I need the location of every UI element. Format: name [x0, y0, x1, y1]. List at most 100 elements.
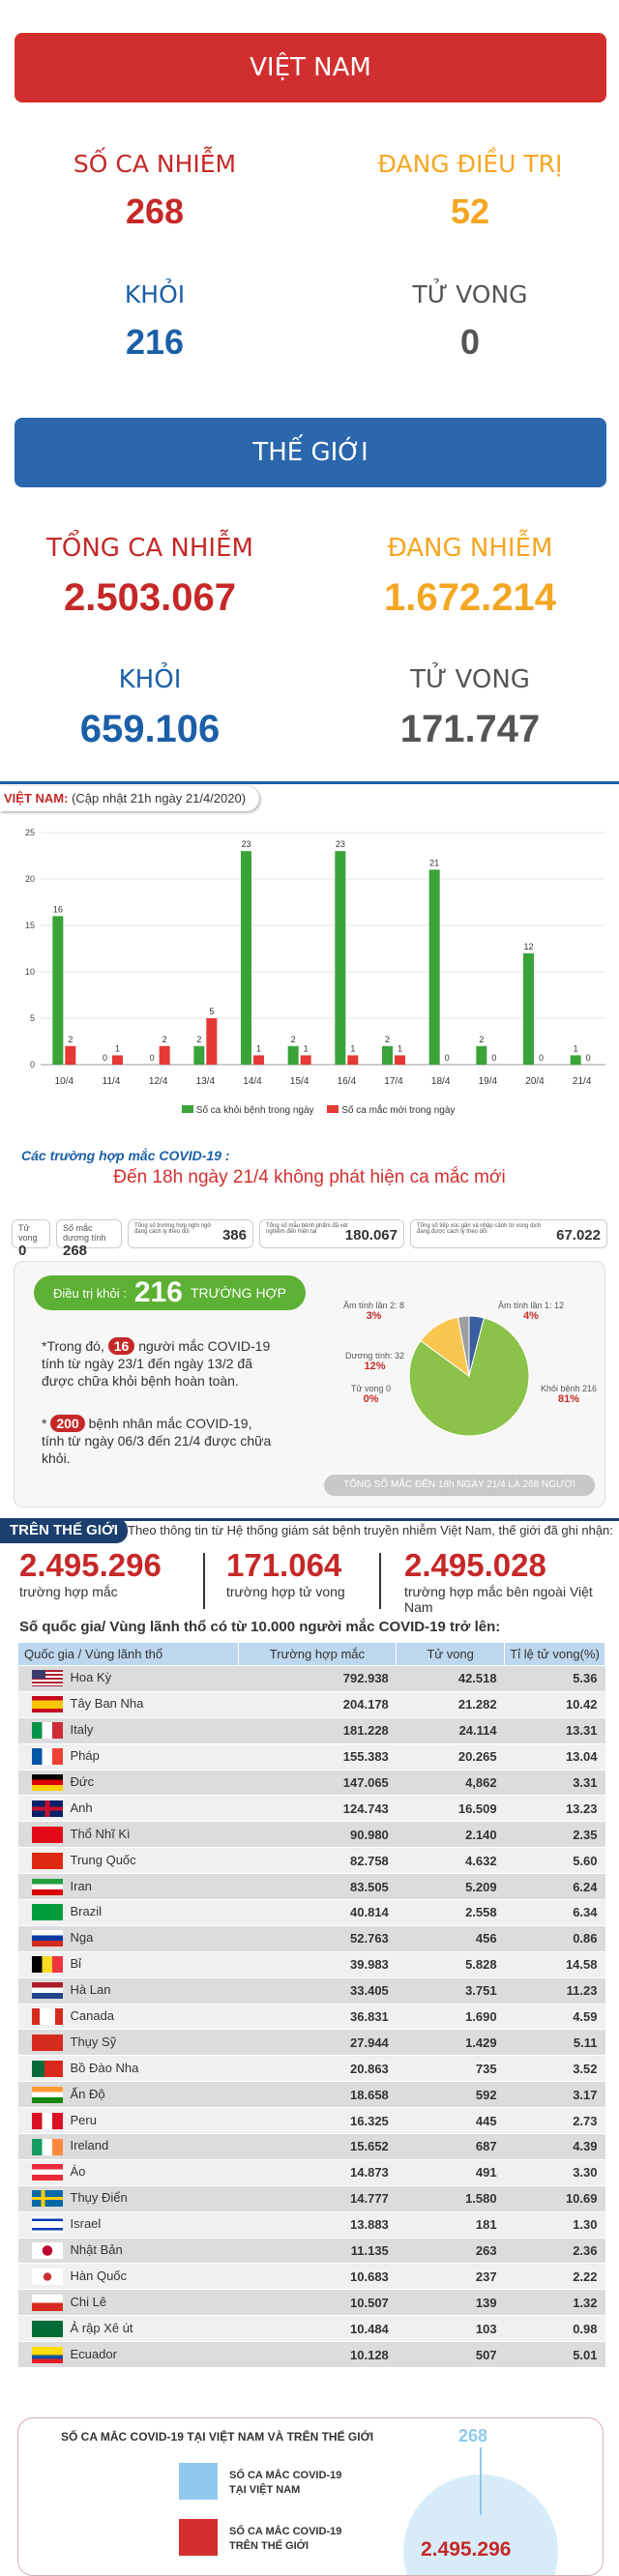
- deaths-cell: 263: [396, 2238, 505, 2265]
- world-stat-deaths-caption: trường hợp tử vong: [226, 1584, 345, 1599]
- deaths-cell: 1.690: [396, 2004, 505, 2031]
- note-1-text: người mắc COVID-19 tính từ ngày 23/1 đến…: [42, 1338, 271, 1389]
- be-flag-icon: [31, 1956, 63, 1974]
- br-flag-icon: [31, 1904, 63, 1921]
- countries-table: Quốc gia / Vùng lãnh thổ Trường hợp mắc …: [17, 1642, 605, 2369]
- deaths-cell: 103: [396, 2315, 505, 2343]
- vn-legend-line1: SỐ CA MẮC COVID-19: [229, 2470, 342, 2481]
- table-row: Nhật Bản 11.135 263 2.36: [17, 2238, 605, 2265]
- bar-value-label: 1: [398, 1043, 402, 1053]
- cases-cell: 10.683: [238, 2263, 397, 2291]
- note-1-pre: *Trong đó,: [42, 1338, 104, 1354]
- de-flag-icon: [31, 1774, 63, 1792]
- pie-label-recov: Khỏi bệnh 216 81%: [541, 1384, 597, 1405]
- country-cell: Peru: [17, 2107, 239, 2135]
- bar-value-label: 2: [196, 1035, 201, 1044]
- pie-label-neg1-pct: 4%: [523, 1310, 539, 1322]
- rate-cell: 2.22: [504, 2263, 605, 2291]
- table-row: Anh 124.743 16.509 13.23: [17, 1795, 605, 1823]
- rate-cell: 2.35: [504, 1821, 605, 1849]
- country-cell: Hàn Quốc: [17, 2263, 239, 2291]
- ru-flag-icon: [31, 1930, 63, 1947]
- cases-cell: 36.831: [238, 2004, 397, 2031]
- world-active-value: 1.672.214: [384, 576, 556, 619]
- country-name: Đức: [70, 1773, 95, 1789]
- deaths-cell: 20.265: [396, 1743, 505, 1771]
- jp-flag-icon: [31, 2242, 63, 2260]
- world-legend-label: SỐ CA MẮC COVID-19 TRÊN THẾ GIỚI: [229, 2525, 341, 2554]
- table-row: Brazil 40.814 2.558 6.34: [17, 1899, 605, 1926]
- box-suspected: Tổng số trường hợp nghi ngờ đang cách ly…: [128, 1219, 253, 1248]
- country-cell: Pháp: [17, 1743, 239, 1771]
- deaths-cell: 507: [396, 2341, 505, 2369]
- fr-flag-icon: [31, 1748, 63, 1766]
- bar-value-label: 16: [53, 904, 63, 914]
- vn-recov-stat: KHỎI 216: [10, 280, 300, 363]
- country-name: Ả rập Xê út: [70, 2320, 133, 2335]
- country-name: Trung Quốc: [70, 1852, 136, 1867]
- bar: [241, 851, 251, 1065]
- vn-chart-header: VIỆT NAM: (Cập nhật 21h ngày 21/4/2020): [0, 786, 260, 811]
- country-cell: Chi Lê: [17, 2289, 239, 2317]
- pie-label-neg1-text: Âm tính lần 1: 12: [498, 1301, 565, 1310]
- y-tick-label: 15: [25, 921, 35, 930]
- country-name: Hà Lan: [70, 1982, 111, 1998]
- sa-flag-icon: [31, 2320, 63, 2337]
- pie-label-neg2: Âm tính lần 2: 8 3%: [343, 1301, 404, 1322]
- pie-label-pos-text: Dương tính: 32: [345, 1351, 404, 1361]
- rate-cell: 2.36: [504, 2238, 605, 2265]
- world-death-stat: TỬ VONG 171.747: [325, 665, 615, 751]
- box-tests: Tổng số mẫu bệnh phẩm đã xét nghiệm đến …: [259, 1219, 404, 1248]
- compare-title: SỐ CA MẮC COVID-19 TẠI VIỆT NAM VÀ TRÊN …: [61, 2430, 374, 2444]
- country-cell: Iran: [17, 1873, 239, 1901]
- stat-separator-2: [379, 1553, 381, 1609]
- cases-cell: 204.178: [238, 1691, 397, 1718]
- table-row: Chi Lê 10.507 139 1.32: [17, 2289, 605, 2317]
- country-cell: Hoa Kỳ: [17, 1665, 239, 1692]
- country-name: Nhật Bản: [70, 2242, 123, 2257]
- country-name: Brazil: [70, 1904, 103, 1919]
- bar: [382, 1045, 393, 1065]
- country-cell: Bồ Đào Nha: [17, 2055, 239, 2083]
- bar: [206, 1018, 218, 1065]
- table-row: Bỉ 39.983 5.828 14.58: [17, 1951, 605, 1978]
- box-tests-value: 180.067: [344, 1227, 398, 1244]
- country-cell: Bỉ: [17, 1951, 239, 1978]
- status-pie-chart: [408, 1315, 530, 1437]
- table-row: Ireland 15.652 687 4.39: [17, 2133, 605, 2160]
- tr-flag-icon: [31, 1826, 63, 1843]
- table-row: Thụy Điển 14.777 1.580 10.69: [17, 2185, 605, 2212]
- world-banner: THẾ GIỚI: [15, 418, 606, 487]
- th-cases: Trường hợp mắc: [237, 1642, 398, 1666]
- country-cell: Ả rập Xê út: [17, 2315, 239, 2343]
- deaths-cell: 445: [396, 2107, 505, 2135]
- x-tick-label: 11/4: [103, 1076, 121, 1087]
- pe-flag-icon: [31, 2112, 63, 2129]
- country-name: Anh: [70, 1800, 93, 1815]
- bar-value-label: 0: [150, 1053, 155, 1063]
- legend-green-label: Số ca khỏi bệnh trong ngày: [195, 1105, 314, 1116]
- world-legend-swatch: [179, 2519, 218, 2556]
- deaths-cell: 687: [396, 2133, 505, 2160]
- table-header-row: Quốc gia / Vùng lãnh thổ Trường hợp mắc …: [17, 1642, 605, 1666]
- table-row: Trung Quốc 82.758 4.632 5.60: [17, 1847, 605, 1875]
- cases-subtitle: Các trường hợp mắc COVID-19 :: [21, 1148, 230, 1163]
- cases-cell: 90.980: [238, 1821, 397, 1849]
- rate-cell: 0.98: [504, 2315, 605, 2343]
- legend-red-swatch: [327, 1105, 339, 1113]
- country-name: Nga: [70, 1930, 94, 1946]
- bar-value-label: 5: [209, 1007, 214, 1016]
- pie-label-neg1: Âm tính lần 1: 12 4%: [498, 1301, 564, 1322]
- table-row: Thụy Sỹ 27.944 1.429 5.11: [17, 2029, 605, 2057]
- deaths-cell: 4.632: [396, 1847, 505, 1875]
- bar-value-label: 21: [429, 858, 439, 867]
- cases-alert: Đến 18h ngày 21/4 không phát hiện ca mắc…: [113, 1167, 506, 1187]
- country-cell: Nga: [17, 1925, 239, 1952]
- bar: [395, 1055, 405, 1065]
- pie-label-neg2-pct: 3%: [366, 1310, 382, 1322]
- vn-value: 268: [458, 2426, 488, 2445]
- cases-cell: 18.658: [238, 2081, 397, 2109]
- bar-value-label: 12: [523, 942, 533, 951]
- y-tick-label: 20: [25, 874, 35, 884]
- x-tick-label: 20/4: [525, 1076, 545, 1087]
